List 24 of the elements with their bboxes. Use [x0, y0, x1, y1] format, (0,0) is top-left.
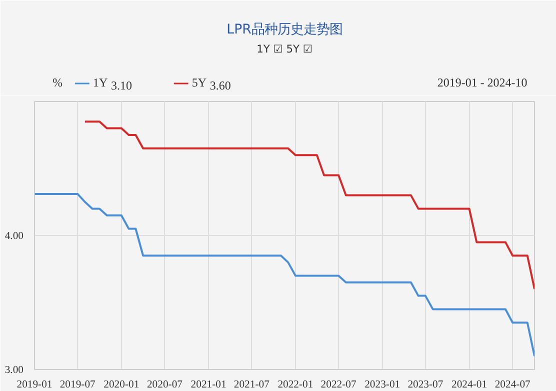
y-tick-label: 4.00: [4, 231, 24, 242]
legend-label: 1Y: [92, 76, 108, 90]
chart-subtitle: 1Y ☑ 5Y ☑: [256, 42, 312, 56]
x-tick-label: 2020-01: [104, 380, 140, 390]
x-tick-label: 2021-07: [234, 380, 270, 390]
x-tick-label: 2023-07: [408, 380, 444, 390]
x-tick-label: 2024-07: [494, 380, 532, 390]
x-tick-label: 2019-07: [60, 380, 96, 390]
x-tick-label: 2021-01: [190, 380, 226, 390]
text: 3.60: [210, 78, 231, 92]
y-axis-title: %: [52, 76, 62, 90]
text: 2019-01 - 2024-10: [437, 76, 528, 90]
x-tick-label: 2019-01: [16, 380, 52, 390]
x-tick-label: 2022-01: [278, 380, 314, 390]
legend-label: 5Y: [192, 76, 207, 90]
x-tick-label: 2020-07: [146, 380, 184, 390]
line-series: [84, 120, 534, 290]
x-tick-label: 2022-07: [320, 380, 357, 390]
x-tick-label: 2023-01: [364, 380, 400, 390]
text: 3.10: [110, 78, 132, 92]
chart-title: LPR品种历史走势图: [226, 22, 342, 38]
x-tick-label: 2024-01: [452, 380, 488, 390]
y-tick-label: 3.00: [4, 365, 24, 376]
line-series: [34, 192, 534, 358]
